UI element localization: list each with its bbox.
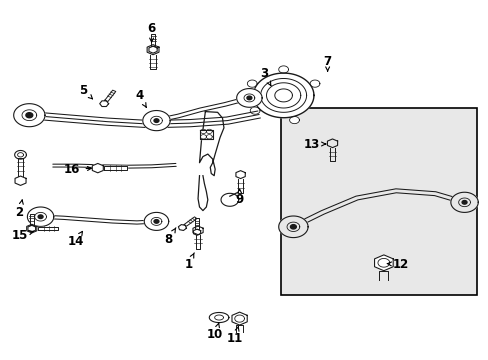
Polygon shape	[100, 101, 108, 107]
Polygon shape	[221, 193, 238, 206]
Polygon shape	[231, 312, 247, 325]
Text: 10: 10	[206, 323, 223, 341]
Polygon shape	[35, 212, 46, 221]
Polygon shape	[309, 80, 319, 87]
Polygon shape	[289, 116, 299, 123]
Polygon shape	[286, 222, 299, 231]
Text: 12: 12	[386, 258, 408, 271]
Polygon shape	[178, 225, 186, 230]
Polygon shape	[246, 96, 251, 100]
Text: 11: 11	[226, 327, 243, 345]
Polygon shape	[193, 226, 203, 235]
Polygon shape	[199, 130, 212, 139]
Polygon shape	[14, 104, 45, 127]
Text: 14: 14	[67, 231, 84, 248]
Polygon shape	[26, 113, 33, 118]
Polygon shape	[184, 217, 197, 226]
Polygon shape	[22, 110, 37, 121]
Polygon shape	[144, 212, 168, 230]
Polygon shape	[329, 148, 334, 161]
Text: 2: 2	[16, 200, 23, 219]
Polygon shape	[150, 55, 156, 69]
Text: 1: 1	[184, 253, 194, 271]
Polygon shape	[150, 116, 162, 125]
Polygon shape	[198, 176, 207, 211]
Polygon shape	[15, 176, 26, 185]
Bar	[281, 108, 476, 295]
Polygon shape	[450, 192, 477, 212]
Polygon shape	[151, 34, 155, 46]
Polygon shape	[193, 229, 200, 235]
Polygon shape	[244, 94, 254, 102]
Polygon shape	[38, 215, 43, 219]
Polygon shape	[278, 216, 307, 238]
Polygon shape	[236, 89, 262, 107]
Polygon shape	[235, 171, 245, 179]
Polygon shape	[250, 107, 260, 114]
Polygon shape	[28, 225, 36, 232]
Polygon shape	[235, 325, 243, 332]
Polygon shape	[374, 255, 392, 271]
Polygon shape	[15, 150, 26, 159]
Text: 7: 7	[323, 55, 331, 71]
Polygon shape	[151, 217, 162, 225]
Polygon shape	[327, 139, 337, 148]
Polygon shape	[38, 227, 58, 230]
Polygon shape	[30, 214, 34, 225]
Polygon shape	[92, 163, 103, 173]
Polygon shape	[253, 73, 313, 118]
Text: 16: 16	[64, 163, 91, 176]
Text: 15: 15	[11, 229, 33, 242]
Polygon shape	[154, 220, 159, 223]
Polygon shape	[104, 90, 116, 102]
Polygon shape	[195, 218, 198, 229]
Text: 13: 13	[303, 138, 325, 150]
Text: 8: 8	[164, 228, 176, 246]
Polygon shape	[27, 224, 37, 233]
Polygon shape	[458, 198, 469, 207]
Polygon shape	[27, 207, 54, 226]
Polygon shape	[104, 166, 127, 170]
Polygon shape	[209, 312, 228, 323]
Polygon shape	[18, 158, 23, 176]
Text: 3: 3	[260, 67, 270, 86]
Polygon shape	[247, 80, 257, 87]
Polygon shape	[195, 235, 200, 249]
Polygon shape	[238, 179, 243, 193]
Polygon shape	[379, 271, 387, 280]
Polygon shape	[154, 119, 159, 122]
Text: 6: 6	[147, 22, 155, 42]
Polygon shape	[142, 111, 170, 131]
Text: 5: 5	[79, 84, 92, 99]
Text: 4: 4	[135, 89, 146, 107]
Polygon shape	[290, 225, 296, 229]
Polygon shape	[147, 45, 159, 55]
Polygon shape	[199, 112, 224, 176]
Text: 9: 9	[235, 189, 243, 206]
Polygon shape	[278, 66, 288, 73]
Polygon shape	[149, 46, 157, 53]
Polygon shape	[461, 201, 466, 204]
